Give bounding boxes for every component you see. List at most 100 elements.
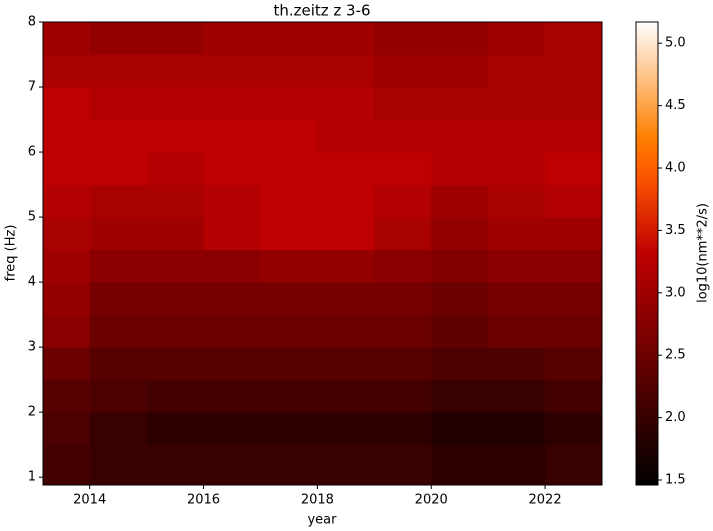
- colorbar: [635, 21, 659, 486]
- heatmap-cell: [203, 444, 261, 486]
- heatmap-cell: [488, 282, 546, 316]
- heatmap-cell: [374, 217, 432, 251]
- heatmap-cell: [431, 152, 489, 186]
- heatmap-cell: [89, 412, 148, 446]
- heatmap-cell: [43, 119, 91, 153]
- heatmap-cell: [43, 249, 91, 283]
- heatmap-cell: [89, 282, 148, 316]
- heatmap-cell: [317, 347, 375, 381]
- heatmap-cell: [488, 217, 546, 251]
- heatmap-cell: [545, 87, 603, 121]
- colorbar-tick-label: 3.0: [665, 285, 686, 300]
- heatmap-cell: [146, 119, 205, 153]
- colorbar-tick-label: 4.0: [665, 161, 686, 176]
- heatmap-cell: [374, 54, 432, 88]
- heatmap-cell: [431, 412, 489, 446]
- heatmap-cell: [260, 22, 318, 56]
- heatmap-cell: [317, 22, 375, 56]
- heatmap-cell: [43, 87, 91, 121]
- heatmap-cell: [43, 184, 91, 218]
- heatmap-cell: [431, 22, 489, 56]
- heatmap-cell: [260, 347, 318, 381]
- heatmap-cell: [146, 54, 205, 88]
- heatmap-cell: [488, 184, 546, 218]
- y-tick-label: 8: [28, 15, 36, 30]
- heatmap-cell: [431, 217, 489, 251]
- heatmap-cell: [89, 152, 148, 186]
- heatmap-cell: [545, 282, 603, 316]
- heatmap-cell: [203, 282, 261, 316]
- heatmap-cell: [89, 347, 148, 381]
- heatmap-cell: [431, 249, 489, 283]
- heatmap-cell: [203, 87, 261, 121]
- heatmap-cell: [203, 314, 261, 348]
- heatmap-cell: [89, 444, 148, 486]
- x-tick-label: 2016: [187, 493, 220, 508]
- plot-frame: [42, 21, 603, 486]
- heatmap-cell: [374, 444, 432, 486]
- heatmap-cell: [488, 379, 546, 413]
- heatmap-cell: [203, 412, 261, 446]
- heatmap-cell: [431, 119, 489, 153]
- heatmap-cell: [488, 152, 546, 186]
- y-tick-label: 5: [28, 210, 36, 225]
- heatmap-cell: [43, 22, 91, 56]
- heatmap-cell: [203, 217, 261, 251]
- heatmap-cell: [545, 444, 603, 486]
- heatmap-cell: [374, 249, 432, 283]
- heatmap-cell: [545, 347, 603, 381]
- heatmap-cell: [431, 282, 489, 316]
- heatmap-cell: [374, 152, 432, 186]
- heatmap-cell: [89, 379, 148, 413]
- heatmap-cell: [545, 22, 603, 56]
- heatmap-cell: [260, 87, 318, 121]
- heatmap-cell: [89, 87, 148, 121]
- heatmap-cell: [545, 379, 603, 413]
- heatmap-cell: [146, 152, 205, 186]
- colorbar-label: log10(nm**2/s): [696, 203, 711, 303]
- heatmap-cell: [43, 314, 91, 348]
- heatmap-cell: [260, 282, 318, 316]
- heatmap-cell: [317, 184, 375, 218]
- heatmap-cell: [260, 412, 318, 446]
- heatmap-cell: [431, 184, 489, 218]
- heatmap-cell: [203, 379, 261, 413]
- heatmap-cell: [317, 152, 375, 186]
- heatmap-cell: [146, 282, 205, 316]
- heatmap-cell: [545, 314, 603, 348]
- heatmap-cell: [374, 314, 432, 348]
- heatmap-cell: [317, 412, 375, 446]
- heatmap-cell: [431, 347, 489, 381]
- heatmap-cell: [146, 347, 205, 381]
- heatmap-cell: [260, 54, 318, 88]
- heatmap-cell: [374, 184, 432, 218]
- heatmap-cell: [317, 217, 375, 251]
- y-tick-label: 1: [28, 470, 36, 485]
- heatmap-cell: [89, 54, 148, 88]
- heatmap-cell: [203, 184, 261, 218]
- heatmap-cell: [89, 217, 148, 251]
- y-tick-label: 4: [28, 275, 36, 290]
- heatmap-cell: [146, 22, 205, 56]
- heatmap-cell: [146, 444, 205, 486]
- heatmap-cell: [260, 184, 318, 218]
- heatmap-cell: [488, 347, 546, 381]
- heatmap-cell: [545, 54, 603, 88]
- heatmap-cell: [488, 87, 546, 121]
- x-axis-label: year: [307, 513, 337, 528]
- heatmap-cell: [260, 217, 318, 251]
- heatmap-cell: [146, 87, 205, 121]
- y-tick-label: 3: [28, 340, 36, 355]
- y-axis-label: freq (Hz): [4, 225, 19, 282]
- x-tick-label: 2014: [73, 493, 106, 508]
- heatmap-cell: [146, 379, 205, 413]
- heatmap-cell: [146, 249, 205, 283]
- heatmap-cell: [43, 347, 91, 381]
- heatmap-cell: [203, 249, 261, 283]
- heatmap-cell: [317, 54, 375, 88]
- heatmap-cell: [260, 249, 318, 283]
- heatmap-cell: [374, 22, 432, 56]
- heatmap-cell: [260, 314, 318, 348]
- heatmap-cell: [146, 184, 205, 218]
